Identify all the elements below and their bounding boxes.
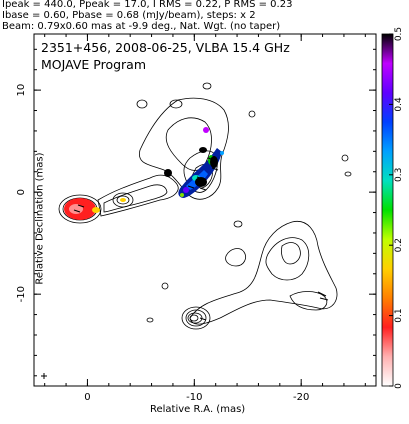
x-tick-label: 0 <box>84 392 90 403</box>
y-axis-label: Relative Declination (mas) <box>34 152 46 285</box>
chart-title-line-2: MOJAVE Program <box>41 57 147 72</box>
colorbar-tick-label: 0.1 <box>394 308 404 322</box>
beam-marker <box>41 373 47 379</box>
evpa-ticks <box>73 157 329 321</box>
header-line-1: Ipeak = 440.0, Ppeak = 17.0, I RMS = 0.2… <box>2 0 293 10</box>
x-tick-label: -10 <box>186 392 202 403</box>
header-line-2: Ibase = 0.60, Pbase = 0.68 (mJy/beam), s… <box>2 10 256 21</box>
y-tick-label: 0 <box>16 189 27 195</box>
plot-frame <box>33 33 377 387</box>
colorbar-tick-label: 0.3 <box>394 168 404 182</box>
contour-layer <box>58 82 352 330</box>
colorbar <box>381 33 394 387</box>
x-tick-label: -20 <box>293 392 309 403</box>
colorbar-tick-label: 0.2 <box>394 238 404 252</box>
chart-title-line-1: 2351+456, 2008-06-25, VLBA 15.4 GHz <box>41 40 290 55</box>
header-line-3: Beam: 0.79x0.60 mas at -9.9 deg., Nat. W… <box>2 21 281 32</box>
polarization-layer <box>64 127 224 220</box>
colorbar-tick-label: 0 <box>394 383 404 389</box>
colorbar-tick-label: 0.5 <box>394 27 404 41</box>
y-tick-label: 10 <box>16 84 27 97</box>
colorbar-tick-label: 0.4 <box>394 97 404 112</box>
x-axis-label: Relative R.A. (mas) <box>150 404 246 415</box>
y-tick-label: -10 <box>16 286 27 302</box>
